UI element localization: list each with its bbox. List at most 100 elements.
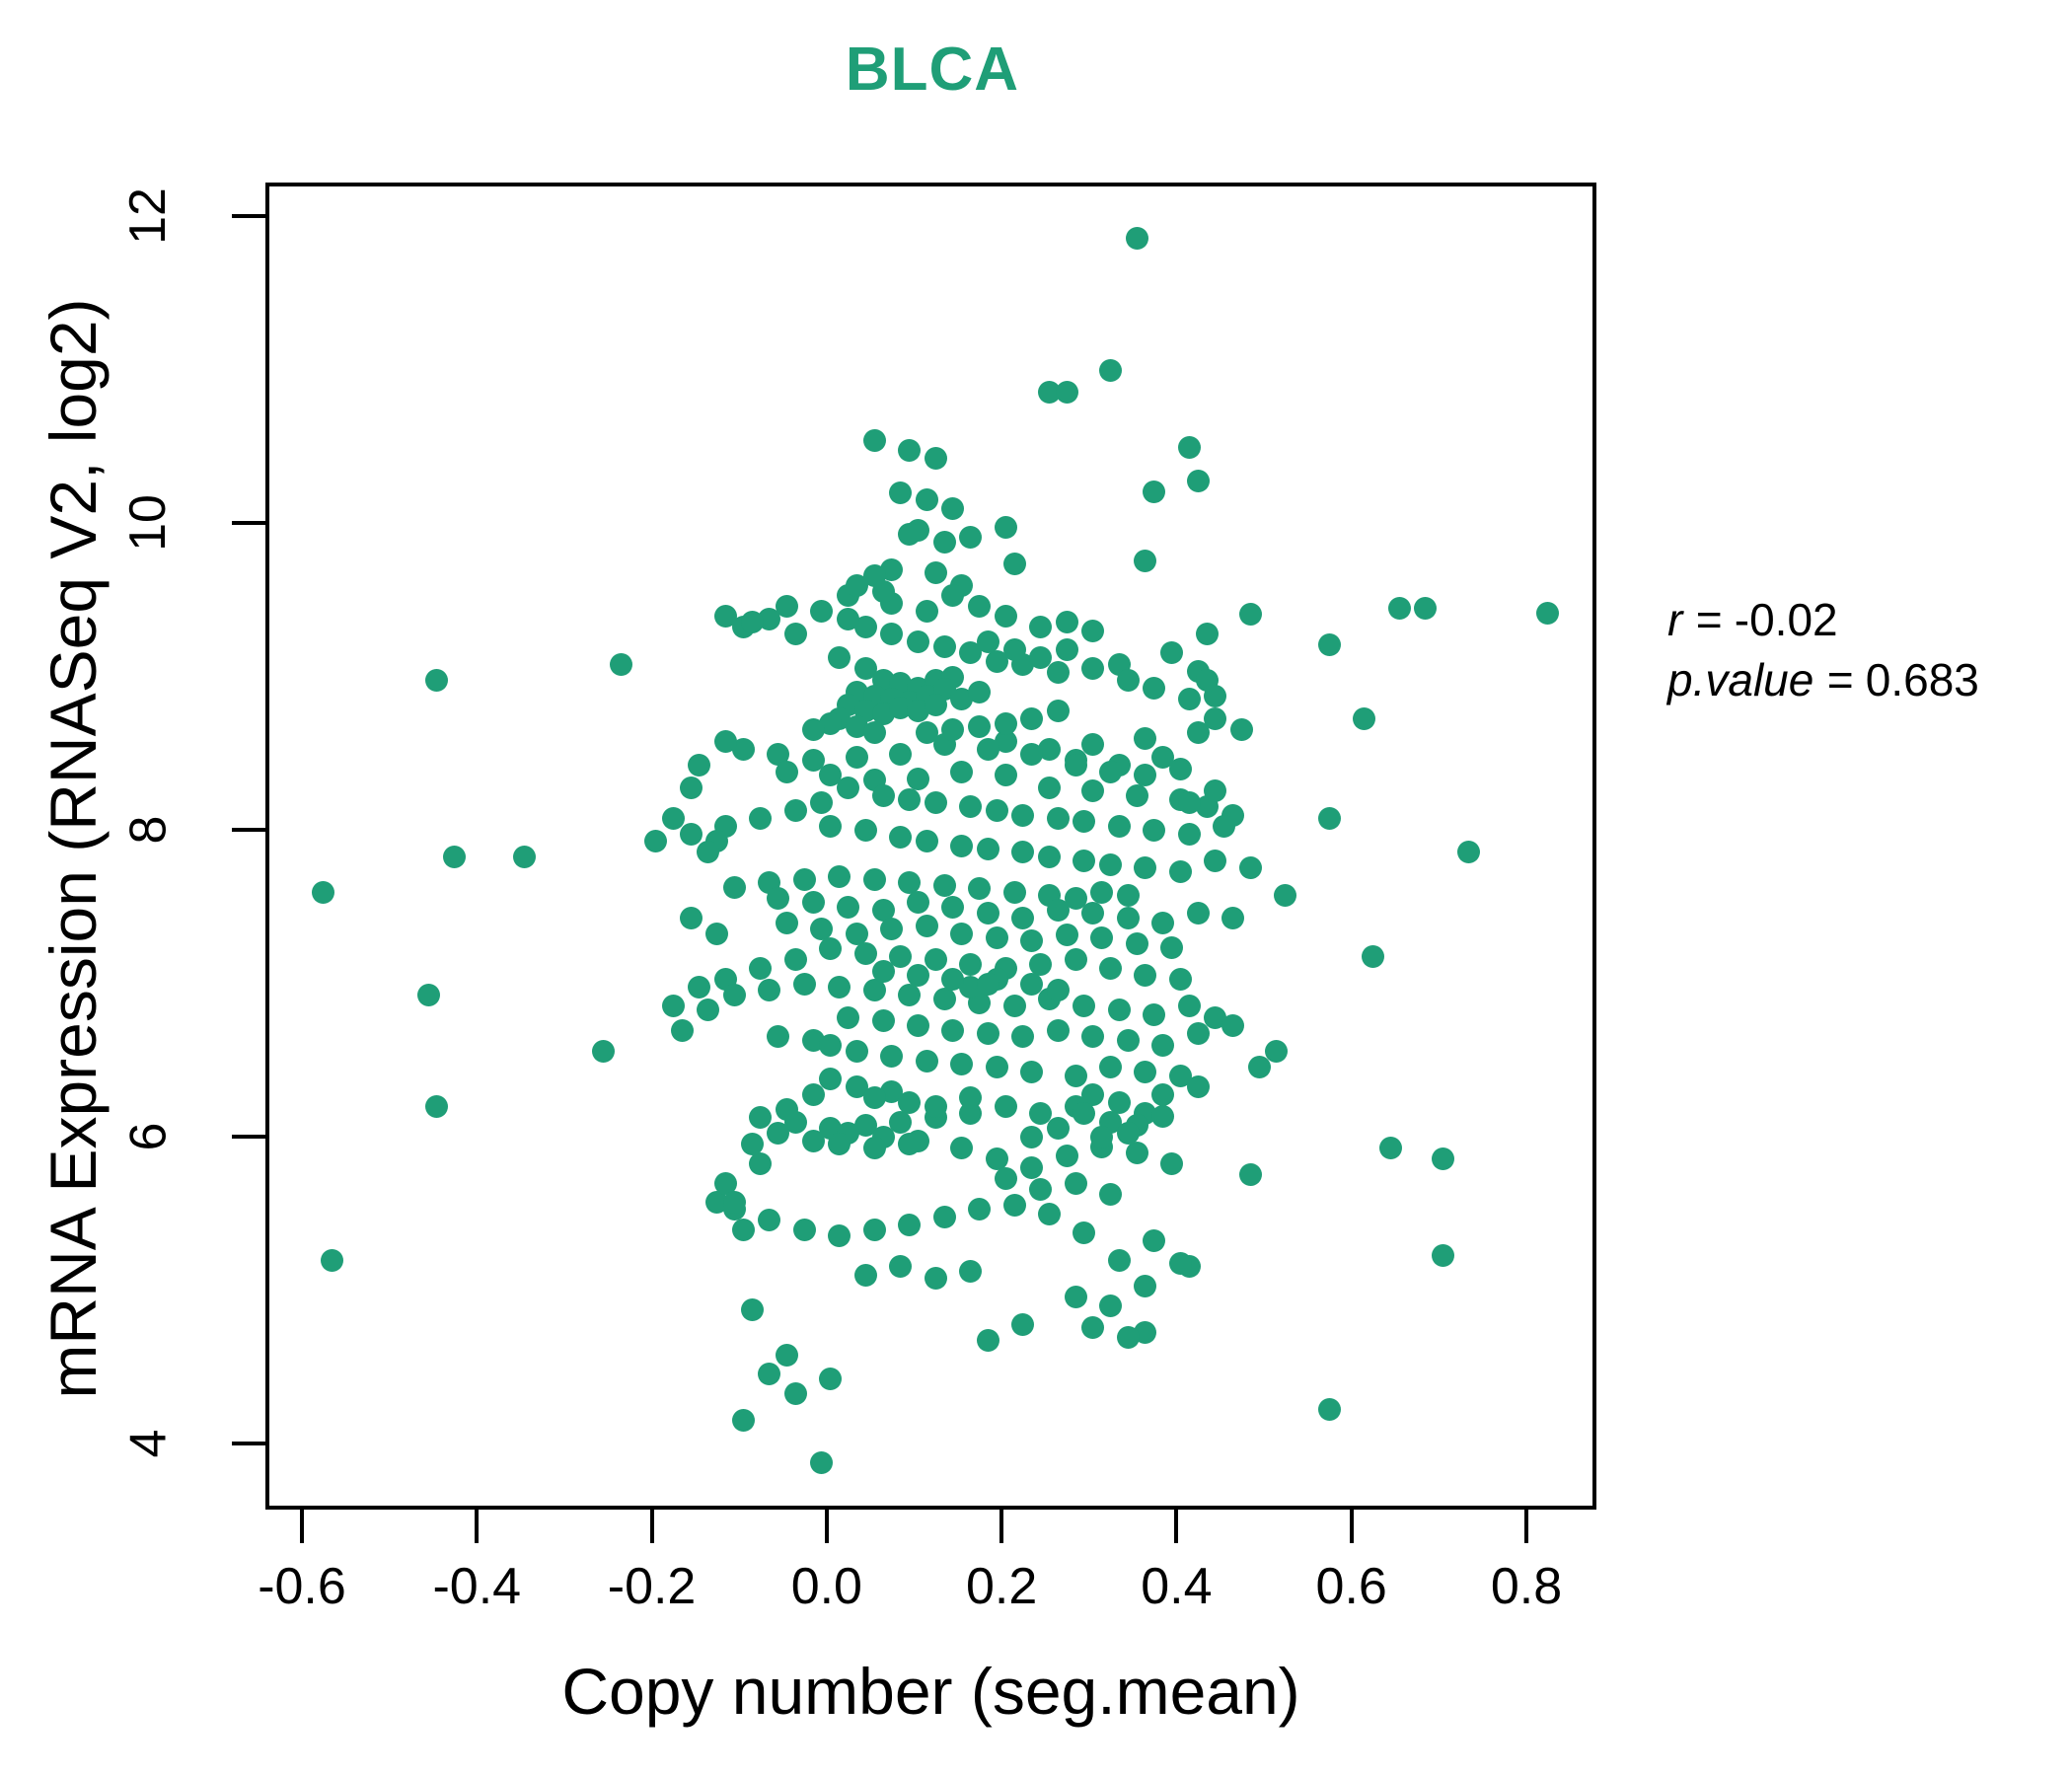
scatter-point xyxy=(828,645,851,669)
scatter-point xyxy=(749,1106,773,1130)
scatter-point xyxy=(1116,1029,1140,1053)
scatter-point xyxy=(994,1095,1017,1119)
scatter-point xyxy=(1177,994,1201,1017)
scatter-point xyxy=(776,1098,799,1122)
scatter-point xyxy=(731,1408,755,1432)
scatter-point xyxy=(959,1085,983,1109)
scatter-point xyxy=(1020,929,1044,953)
scatter-point xyxy=(994,711,1017,735)
scatter-point xyxy=(1143,480,1166,503)
scatter-point xyxy=(705,922,729,945)
scatter-point xyxy=(924,948,947,971)
scatter-point xyxy=(845,573,868,597)
scatter-point xyxy=(1125,1141,1148,1164)
scatter-point xyxy=(994,730,1017,754)
x-tick-mark xyxy=(999,1510,1004,1543)
scatter-point xyxy=(810,917,834,940)
scatter-point xyxy=(932,874,956,898)
x-tick-mark xyxy=(1524,1510,1528,1543)
scatter-point xyxy=(425,669,449,692)
scatter-point xyxy=(1247,1055,1271,1078)
scatter-point xyxy=(661,806,685,830)
scatter-point xyxy=(1414,596,1438,620)
scatter-point xyxy=(924,1095,947,1119)
scatter-point xyxy=(767,742,790,766)
y-tick-label: 10 xyxy=(119,494,177,552)
scatter-point xyxy=(985,926,1008,950)
scatter-point xyxy=(1238,855,1262,879)
scatter-point xyxy=(722,1190,746,1214)
scatter-point xyxy=(1229,717,1253,741)
scatter-point xyxy=(1064,1286,1087,1309)
scatter-point xyxy=(679,907,703,930)
scatter-point xyxy=(889,1110,913,1134)
scatter-point xyxy=(880,917,904,940)
scatter-point xyxy=(1134,764,1157,787)
scatter-point xyxy=(1177,791,1201,815)
scatter-point xyxy=(1046,899,1070,923)
scatter-point xyxy=(740,610,764,633)
x-tick-label: -0.2 xyxy=(607,1558,697,1615)
scatter-point xyxy=(758,607,781,630)
scatter-point xyxy=(321,1248,344,1272)
scatter-point xyxy=(828,1132,851,1155)
x-tick-label: 0.8 xyxy=(1490,1558,1563,1615)
scatter-point xyxy=(837,776,860,799)
scatter-point xyxy=(924,693,947,716)
scatter-point xyxy=(1186,1075,1210,1099)
scatter-point xyxy=(924,791,947,815)
scatter-point xyxy=(1195,669,1219,692)
scatter-point xyxy=(1221,1013,1245,1037)
scatter-points-layer xyxy=(269,186,1592,1506)
y-tick-label: 8 xyxy=(118,815,177,845)
x-tick-label: 0.0 xyxy=(790,1558,862,1615)
scatter-point xyxy=(941,968,965,992)
scatter-point xyxy=(1151,911,1175,934)
scatter-point xyxy=(915,914,938,937)
scatter-point xyxy=(1151,745,1175,769)
scatter-point xyxy=(819,814,843,838)
r-label: r xyxy=(1667,594,1683,645)
scatter-point xyxy=(1073,1221,1096,1244)
x-tick-label: -0.6 xyxy=(258,1558,346,1615)
scatter-point xyxy=(722,875,746,899)
scatter-point xyxy=(828,1223,851,1247)
scatter-point xyxy=(416,983,440,1006)
scatter-point xyxy=(661,994,685,1017)
scatter-point xyxy=(609,653,632,677)
scatter-point xyxy=(688,753,711,777)
scatter-point xyxy=(907,767,929,790)
scatter-point xyxy=(749,957,773,981)
scatter-point xyxy=(915,1049,938,1073)
scatter-point xyxy=(968,877,992,901)
scatter-point xyxy=(898,871,922,895)
scatter-point xyxy=(976,1328,999,1352)
scatter-point xyxy=(837,896,860,920)
scatter-point xyxy=(907,1013,929,1037)
scatter-point xyxy=(1186,469,1210,492)
scatter-point xyxy=(1064,886,1087,910)
scatter-point xyxy=(950,1137,974,1160)
y-tick-mark xyxy=(232,214,265,218)
scatter-point xyxy=(1116,883,1140,907)
scatter-point xyxy=(994,604,1017,628)
scatter-point xyxy=(1274,883,1297,907)
scatter-point xyxy=(767,886,790,910)
scatter-point xyxy=(1143,676,1166,700)
y-tick-mark xyxy=(232,828,265,832)
scatter-point xyxy=(871,899,895,923)
scatter-point xyxy=(853,1113,877,1137)
scatter-point xyxy=(783,948,807,971)
scatter-point xyxy=(889,696,913,719)
y-tick-label-wrapper: 4 xyxy=(94,1414,202,1473)
scatter-point xyxy=(1221,907,1245,930)
scatter-point xyxy=(1107,1090,1131,1114)
scatter-point xyxy=(1204,1006,1227,1030)
scatter-point xyxy=(1020,742,1044,766)
scatter-point xyxy=(1186,902,1210,925)
scatter-point xyxy=(810,1451,834,1475)
x-axis-title: Copy number (seg.mean) xyxy=(561,1655,1300,1728)
page-title: BLCA xyxy=(845,36,1020,104)
scatter-point xyxy=(1143,1002,1166,1026)
scatter-point xyxy=(1143,1228,1166,1252)
